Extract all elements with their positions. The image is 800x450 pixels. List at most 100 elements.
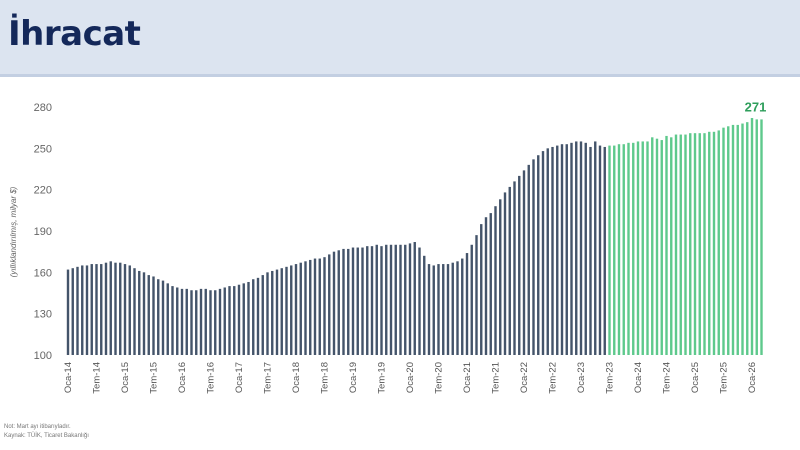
bar [484, 217, 488, 355]
bar [404, 244, 407, 355]
bar [627, 142, 630, 355]
bar [104, 262, 108, 355]
bar [275, 269, 279, 355]
bar [674, 134, 678, 355]
bar [133, 268, 136, 355]
bar [299, 262, 302, 355]
bar [152, 276, 155, 355]
bar [655, 138, 659, 355]
x-tick-label: Tem-15 [149, 362, 160, 394]
bar [736, 124, 739, 356]
bar [579, 141, 583, 355]
bar [532, 159, 535, 355]
y-tick-label: 250 [34, 143, 52, 155]
bar [423, 255, 426, 355]
bar [128, 265, 131, 355]
bar [218, 288, 222, 355]
bar [584, 142, 587, 355]
bar [242, 283, 245, 355]
bar [494, 206, 497, 355]
y-tick-label: 100 [34, 350, 52, 362]
bar [271, 270, 274, 355]
bar [318, 258, 321, 355]
bar [598, 145, 602, 355]
bar [731, 124, 735, 356]
y-tick-label: 190 [34, 226, 52, 238]
bar [285, 266, 288, 355]
bar [337, 250, 340, 355]
bar [309, 259, 312, 355]
bar [442, 264, 445, 355]
bar [114, 262, 117, 355]
bar [465, 253, 469, 355]
bar [665, 135, 668, 355]
bar [513, 181, 516, 355]
bar [123, 264, 127, 355]
bar [85, 265, 89, 355]
bar [204, 288, 207, 355]
bar [332, 251, 336, 355]
bar [256, 277, 260, 355]
bar [266, 272, 269, 355]
bar [394, 244, 397, 355]
bar [660, 140, 663, 355]
x-tick-label: Oca-14 [63, 362, 74, 393]
x-tick-label: Oca-19 [348, 362, 359, 393]
bar [76, 266, 79, 355]
bar [252, 279, 255, 355]
bar [456, 261, 459, 355]
y-tick-label: 280 [34, 102, 52, 114]
bar [636, 141, 640, 355]
bar [66, 269, 70, 355]
bar [570, 142, 573, 355]
bar [413, 242, 416, 355]
bar [233, 286, 236, 355]
bar [608, 145, 611, 355]
bar [389, 244, 393, 355]
bar [81, 265, 84, 355]
bar [313, 258, 317, 355]
bar [760, 119, 763, 356]
bar [451, 262, 454, 355]
bar [480, 224, 483, 355]
x-tick-label: Tem-25 [719, 362, 730, 394]
bar [237, 284, 241, 355]
bar [722, 127, 725, 356]
bar [375, 244, 378, 355]
bar [366, 246, 369, 355]
bar [380, 246, 383, 355]
bar [670, 137, 673, 355]
bar [195, 290, 198, 355]
bar [541, 151, 545, 355]
x-tick-label: Tem-14 [92, 362, 103, 394]
bar [418, 247, 421, 355]
bar [489, 213, 492, 355]
bar [446, 264, 450, 355]
x-tick-label: Tem-18 [320, 362, 331, 394]
bar [147, 275, 150, 355]
bar [90, 264, 93, 355]
x-tick-label: Tem-17 [263, 362, 274, 394]
bar [356, 247, 359, 355]
bar [527, 164, 530, 355]
bar [470, 244, 473, 355]
bar [746, 122, 749, 356]
bar [712, 131, 716, 355]
x-tick-label: Oca-20 [405, 362, 416, 393]
bar [646, 141, 649, 355]
x-tick-label: Tem-16 [206, 362, 217, 394]
x-tick-label: Oca-24 [633, 362, 644, 393]
x-tick-label: Oca-15 [120, 362, 131, 393]
bar [651, 137, 654, 355]
bar [565, 144, 568, 355]
x-tick-label: Oca-21 [462, 362, 473, 393]
bar [385, 244, 388, 355]
bar [689, 133, 692, 355]
bar [261, 275, 264, 355]
bar [370, 246, 374, 355]
bar [304, 261, 307, 355]
x-tick-label: Tem-21 [491, 362, 502, 394]
bar [641, 141, 644, 355]
bar [518, 175, 521, 355]
